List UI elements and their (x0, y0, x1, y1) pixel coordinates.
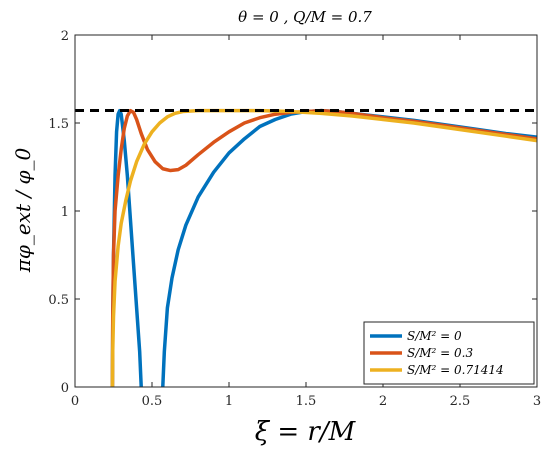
x-tick-label: 2.5 (450, 394, 471, 409)
series-group (75, 108, 537, 387)
x-axis-label: ξ = r/M (255, 417, 357, 447)
y-tick-label: 1 (61, 205, 69, 220)
x-tick-label: 1 (225, 394, 233, 409)
x-tick-label: 0.5 (142, 394, 163, 409)
legend-entry: S/M² = 0 (407, 329, 462, 343)
legend-entry: S/M² = 0.71414 (407, 363, 504, 377)
plot-area: 0 0.5 1 1.5 2 2.5 3 0 0.5 1 1.5 2 S/M² = 0 S/M² = 0.3… (48, 29, 541, 409)
y-axis-label: πφ_ext / φ_0 (11, 147, 35, 273)
y-tick-label: 0.5 (48, 293, 69, 308)
y-tick-label: 1.5 (48, 117, 69, 132)
chart-title: θ = 0 , Q/M = 0.7 (238, 8, 372, 26)
series-line-2-segment-1 (110, 108, 537, 387)
x-tick-label: 2 (379, 394, 387, 409)
y-tick-label: 0 (61, 381, 69, 396)
series-line-3-segment-1 (110, 108, 537, 387)
legend: S/M² = 0 S/M² = 0.3 S/M² = 0.71414 (363, 321, 535, 385)
x-tick-label: 3 (533, 394, 541, 409)
legend-entry: S/M² = 0.3 (407, 346, 473, 360)
x-tick-label: 1.5 (296, 394, 317, 409)
y-tick-label: 2 (61, 29, 69, 44)
x-tick-label: 0 (71, 394, 79, 409)
